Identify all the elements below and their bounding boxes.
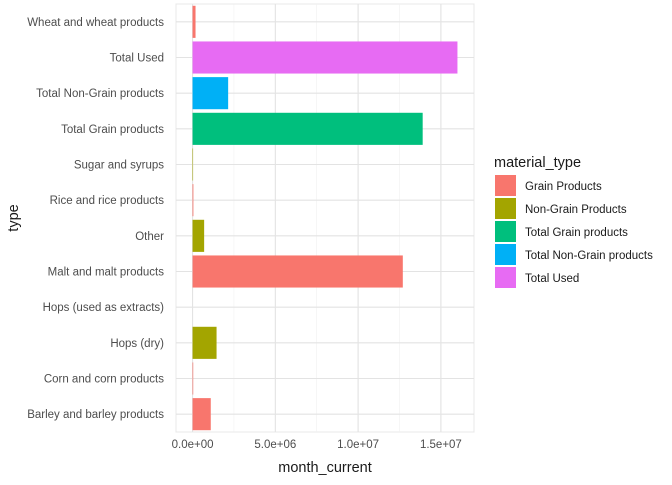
y-tick-label: Hops (used as extracts) [43, 302, 165, 314]
legend-label: Total Grain products [525, 227, 628, 239]
bar [193, 362, 194, 394]
y-tick-label: Total Grain products [61, 124, 164, 136]
legend-label: Grain Products [525, 181, 602, 193]
y-tick-label: Barley and barley products [27, 409, 164, 421]
bar [193, 220, 205, 252]
x-tick-label: 1.5e+07 [420, 439, 462, 451]
bar [193, 6, 196, 38]
y-tick-label: Total Non-Grain products [36, 88, 164, 100]
y-tick-labels: Barley and barley products Corn and corn … [27, 17, 164, 421]
legend-swatch [495, 198, 516, 219]
y-tick-label: Wheat and wheat products [27, 17, 164, 29]
bar [193, 41, 458, 73]
legend-title: material_type [494, 155, 581, 171]
x-tick-labels: 0.0e+00 5.0e+06 1.0e+07 1.5e+07 [172, 439, 462, 451]
y-tick-label: Rice and rice products [50, 195, 165, 207]
y-tick-label: Corn and corn products [44, 374, 164, 386]
y-tick-label: Hops (dry) [110, 338, 164, 350]
bar [193, 327, 217, 359]
legend-label: Total Non-Grain products [525, 250, 653, 262]
legend-label: Non-Grain Products [525, 204, 627, 216]
bar [193, 398, 211, 430]
legend-swatch [495, 267, 516, 288]
legend-label: Total Used [525, 273, 579, 285]
x-tick-label: 0.0e+00 [172, 439, 214, 451]
x-axis-title: month_current [278, 460, 372, 476]
x-tick-label: 1.0e+07 [337, 439, 379, 451]
y-tick-label: Malt and malt products [48, 267, 165, 279]
y-tick-label: Other [135, 231, 164, 243]
legend-swatch [495, 244, 516, 265]
bar [193, 113, 423, 145]
legend: material_type Grain Products Non-Grain Pr… [494, 155, 653, 288]
legend-swatch [495, 221, 516, 242]
y-tick-label: Total Used [110, 53, 164, 65]
y-tick-label: Sugar and syrups [74, 160, 164, 172]
x-tick-label: 5.0e+06 [254, 439, 296, 451]
bar [193, 77, 229, 109]
bar [193, 255, 403, 287]
y-axis-title: type [6, 204, 22, 231]
bar [193, 184, 194, 216]
legend-swatch [495, 175, 516, 196]
